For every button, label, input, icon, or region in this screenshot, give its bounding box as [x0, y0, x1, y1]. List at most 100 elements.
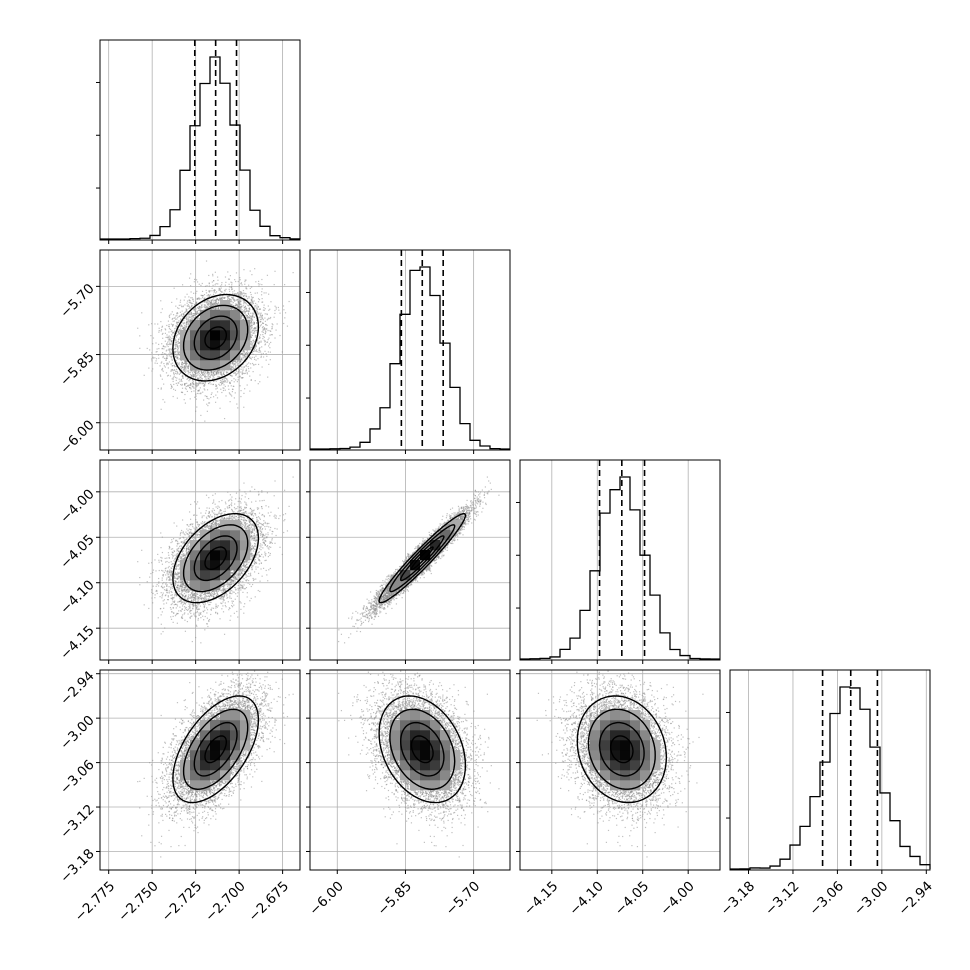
- sample-point: [172, 369, 173, 370]
- sample-point: [162, 308, 163, 309]
- sample-point: [264, 341, 265, 342]
- sample-point: [151, 360, 152, 361]
- sample-point: [270, 301, 271, 302]
- sample-point: [247, 316, 248, 317]
- sample-point: [202, 297, 203, 298]
- sample-point: [217, 388, 218, 389]
- sample-point: [190, 319, 191, 320]
- sample-point: [245, 357, 246, 358]
- sample-point: [284, 317, 285, 318]
- sample-point: [152, 357, 153, 358]
- sample-point: [274, 337, 275, 338]
- sample-point: [218, 307, 219, 308]
- sample-point: [270, 352, 271, 353]
- sample-point: [245, 293, 246, 294]
- sample-point: [224, 290, 225, 291]
- sample-point: [206, 292, 207, 293]
- sample-point: [195, 389, 196, 390]
- sample-point: [171, 388, 172, 389]
- sample-point: [237, 373, 238, 374]
- sample-point: [187, 319, 188, 320]
- sample-point: [196, 406, 197, 407]
- sample-point: [240, 390, 241, 391]
- sample-point: [248, 310, 249, 311]
- sample-point: [213, 373, 214, 374]
- sample-point: [216, 283, 217, 284]
- sample-point: [176, 377, 177, 378]
- sample-point: [201, 375, 202, 376]
- sample-point: [268, 364, 269, 365]
- sample-point: [257, 312, 258, 313]
- sample-point: [166, 325, 167, 326]
- sample-point: [173, 321, 174, 322]
- sample-point: [204, 297, 205, 298]
- sample-point: [260, 341, 261, 342]
- sample-point: [260, 315, 261, 316]
- sample-point: [210, 397, 211, 398]
- sample-point: [248, 296, 249, 297]
- sample-point: [158, 332, 159, 333]
- sample-point: [190, 398, 191, 399]
- sample-point: [240, 300, 241, 301]
- sample-point: [272, 324, 273, 325]
- sample-point: [176, 298, 177, 299]
- sample-point: [257, 351, 258, 352]
- sample-point: [177, 351, 178, 352]
- sample-point: [154, 357, 155, 358]
- sample-point: [245, 280, 246, 281]
- sample-point: [274, 317, 275, 318]
- sample-point: [261, 284, 262, 285]
- sample-point: [178, 382, 179, 383]
- sample-point: [169, 355, 170, 356]
- panel-frame: [100, 40, 300, 240]
- sample-point: [175, 319, 176, 320]
- sample-point: [180, 384, 181, 385]
- sample-point: [170, 375, 171, 376]
- sample-point: [191, 384, 192, 385]
- sample-point: [192, 303, 193, 304]
- sample-point: [169, 361, 170, 362]
- sample-point: [258, 383, 259, 384]
- sample-point: [172, 378, 173, 379]
- sample-point: [244, 284, 245, 285]
- sample-point: [230, 275, 231, 276]
- sample-point: [224, 418, 225, 419]
- sample-point: [235, 392, 236, 393]
- sample-point: [221, 282, 222, 283]
- sample-point: [148, 367, 149, 368]
- sample-point: [179, 345, 180, 346]
- sample-point: [157, 363, 158, 364]
- sample-point: [158, 388, 159, 389]
- sample-point: [259, 299, 260, 300]
- sample-point: [274, 284, 275, 285]
- sample-point: [261, 324, 262, 325]
- sample-point: [158, 354, 159, 355]
- sample-point: [253, 351, 254, 352]
- sample-point: [193, 390, 194, 391]
- sample-point: [197, 377, 198, 378]
- sample-point: [182, 284, 183, 285]
- sample-point: [285, 312, 286, 313]
- sample-point: [191, 291, 192, 292]
- sample-point: [265, 292, 266, 293]
- sample-point: [253, 300, 254, 301]
- sample-point: [256, 349, 257, 350]
- sample-point: [242, 293, 243, 294]
- sample-point: [267, 330, 268, 331]
- sample-point: [256, 310, 257, 311]
- sample-point: [247, 318, 248, 319]
- sample-point: [251, 325, 252, 326]
- sample-point: [221, 287, 222, 288]
- sample-point: [170, 354, 171, 355]
- sample-point: [172, 325, 173, 326]
- sample-point: [278, 307, 279, 308]
- sample-point: [177, 354, 178, 355]
- sample-point: [179, 381, 180, 382]
- sample-point: [234, 279, 235, 280]
- sample-point: [231, 297, 232, 298]
- sample-point: [244, 281, 245, 282]
- sample-point: [209, 372, 210, 373]
- sample-point: [202, 283, 203, 284]
- sample-point: [243, 269, 244, 270]
